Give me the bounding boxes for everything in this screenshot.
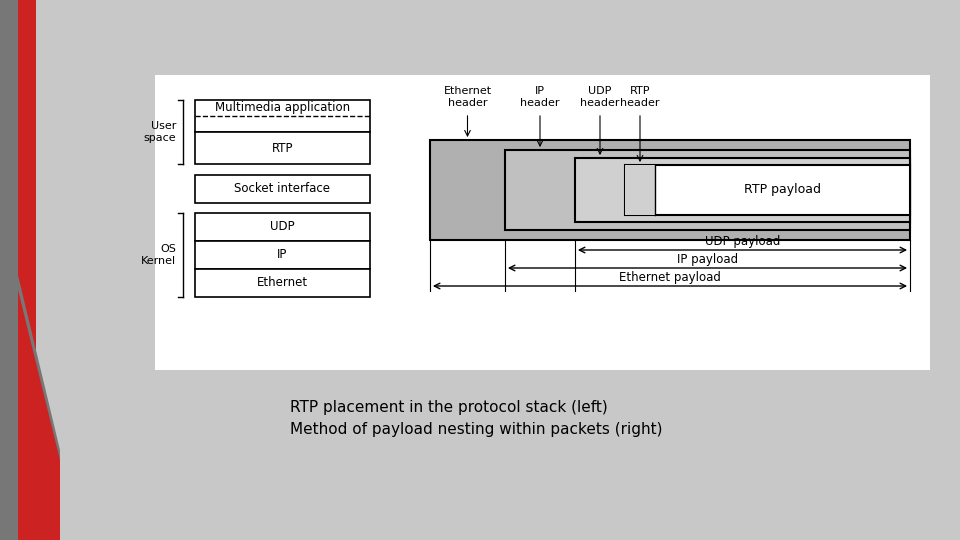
Text: Socket interface: Socket interface	[234, 183, 330, 195]
Bar	[195, 175, 370, 203]
Text: RTP
header: RTP header	[620, 86, 660, 108]
Bar	[195, 241, 370, 269]
Text: Ethernet
header: Ethernet header	[444, 86, 492, 108]
Text: IP
header: IP header	[520, 86, 560, 108]
Bar	[195, 269, 370, 297]
Text: IP payload: IP payload	[677, 253, 738, 266]
Polygon shape	[18, 290, 60, 540]
Text: RTP placement in the protocol stack (left): RTP placement in the protocol stack (lef…	[290, 400, 608, 415]
Bar	[625, 165, 910, 215]
Text: UDP payload: UDP payload	[705, 235, 780, 248]
Text: Ethernet: Ethernet	[257, 276, 308, 289]
Bar	[575, 158, 910, 222]
Polygon shape	[0, 200, 60, 540]
Bar	[195, 213, 370, 241]
Text: Multimedia application: Multimedia application	[215, 102, 350, 114]
Text: IP: IP	[277, 248, 288, 261]
Text: OS
Kernel: OS Kernel	[141, 244, 176, 266]
Text: Ethernet payload: Ethernet payload	[619, 271, 721, 284]
Bar	[18, 0, 36, 540]
Text: Method of payload nesting within packets (right): Method of payload nesting within packets…	[290, 422, 662, 437]
Text: UDP: UDP	[270, 220, 295, 233]
Text: RTP payload: RTP payload	[744, 184, 821, 197]
Bar	[195, 100, 370, 132]
Bar	[430, 140, 910, 240]
Text: RTP: RTP	[272, 141, 293, 154]
Bar	[0, 0, 18, 540]
Bar	[625, 165, 655, 215]
Text: UDP
header: UDP header	[580, 86, 620, 108]
Text: User
space: User space	[143, 121, 176, 143]
Bar	[195, 132, 370, 164]
Bar	[505, 150, 910, 230]
Bar	[155, 75, 930, 370]
